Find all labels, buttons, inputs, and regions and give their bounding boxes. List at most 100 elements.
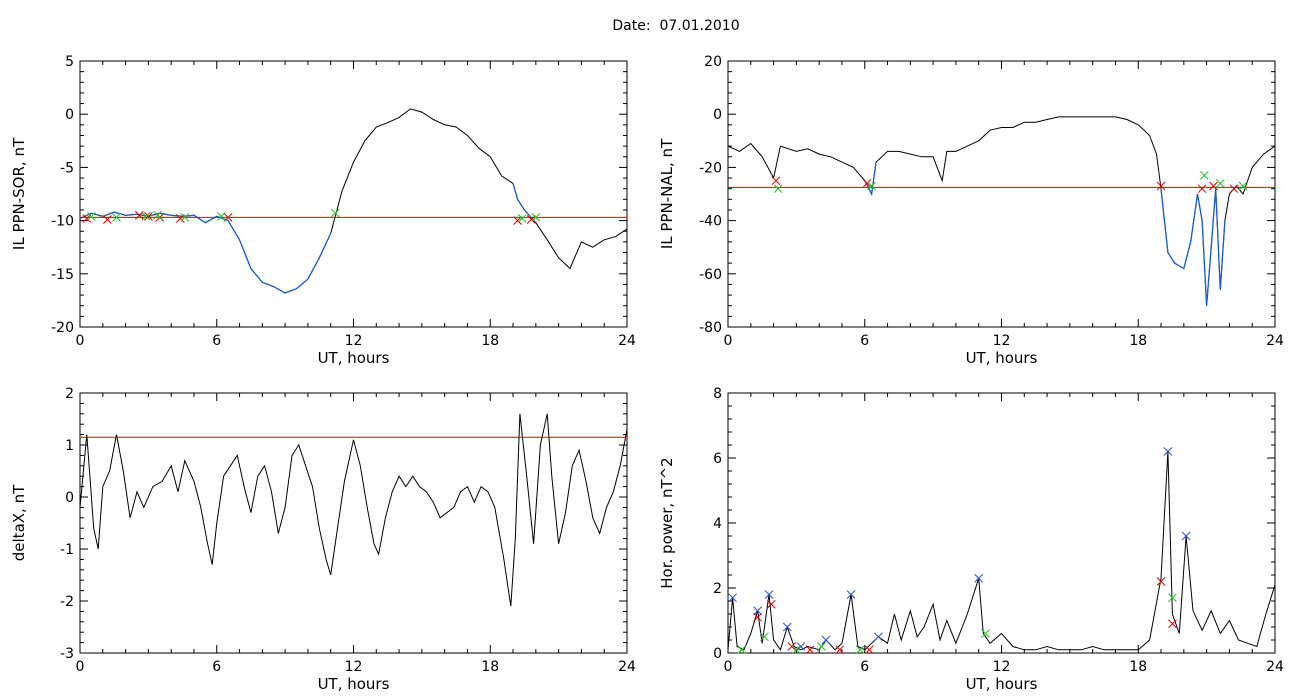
y-tick-label: 4: [713, 516, 722, 532]
x-tick-label: 6: [860, 659, 869, 675]
y-tick-label: 5: [65, 54, 74, 70]
marker-red: [766, 599, 776, 609]
y-axis-label: IL PPN-SOR, nT: [10, 137, 28, 250]
marker-green: [517, 214, 527, 223]
marker-green: [330, 208, 340, 218]
marker-red: [1168, 619, 1177, 629]
marker-green: [737, 645, 747, 655]
y-tick-label: 0: [713, 107, 722, 123]
series-line-1: [79, 108, 628, 294]
marker-blue: [796, 642, 806, 651]
marker-red: [787, 642, 797, 651]
x-axis-label: UT, hours: [966, 349, 1038, 367]
marker-red: [144, 211, 153, 221]
marker-green: [792, 645, 801, 655]
marker-blue: [728, 593, 737, 603]
y-tick-label: 0: [713, 646, 722, 662]
marker-green: [1168, 593, 1177, 603]
plot-frame: [79, 392, 628, 654]
panel-1: 0 6 12 18 24 -20 -15 -10 -5 0 5 UT, hours IL PPN-SOR…: [10, 54, 636, 367]
y-tick-label: -40: [699, 214, 722, 230]
y-axis-label: deltaX, nT: [10, 484, 28, 561]
marker-blue: [874, 632, 883, 642]
plot-frame: [727, 392, 1276, 654]
marker-green: [153, 210, 162, 220]
x-tick-label: 0: [76, 659, 85, 675]
marker-red: [1209, 181, 1218, 191]
x-tick-label: 12: [993, 333, 1011, 349]
marker-green: [817, 642, 826, 651]
marker-red: [526, 215, 536, 224]
marker-red: [1229, 184, 1239, 194]
y-tick-label: 0: [65, 107, 74, 123]
x-tick-label: 12: [345, 333, 363, 349]
marker-red: [771, 176, 781, 186]
x-tick-label: 0: [76, 333, 85, 349]
marker-green: [180, 213, 190, 222]
y-tick-label: 2: [713, 581, 722, 597]
highlight-segment: [864, 162, 877, 197]
marker-red: [82, 214, 92, 223]
y-tick-label: -80: [699, 320, 722, 336]
x-tick-label: 6: [860, 333, 869, 349]
marker-green: [1199, 171, 1209, 180]
marker-green: [1238, 181, 1248, 191]
series-line-1: [79, 413, 628, 607]
x-tick-label: 18: [1129, 659, 1147, 675]
y-tick-label: -3: [60, 646, 74, 662]
x-tick-label: 24: [618, 333, 636, 349]
x-tick-label: 12: [993, 659, 1011, 675]
marker-green: [867, 181, 876, 191]
y-tick-label: -5: [60, 160, 74, 176]
marker-red: [513, 216, 522, 225]
highlight-segment: [512, 183, 537, 224]
x-tick-label: 24: [618, 659, 636, 675]
x-tick-label: 18: [1129, 333, 1147, 349]
marker-red: [1156, 577, 1166, 586]
marker-green: [112, 213, 121, 222]
y-tick-label: 2: [65, 386, 74, 402]
marker-blue: [846, 590, 856, 599]
page-title: Date: 07.01.2010: [612, 18, 740, 34]
series-line-1: [727, 116, 1276, 306]
marker-red: [1197, 184, 1207, 194]
marker-green: [981, 629, 990, 638]
series-line-1: [727, 451, 1276, 651]
marker-blue: [1181, 531, 1191, 541]
marker-green: [1215, 179, 1225, 188]
x-tick-label: 24: [1266, 333, 1284, 349]
y-tick-label: 1: [65, 438, 74, 454]
y-tick-label: -15: [51, 267, 74, 283]
marker-red: [805, 645, 815, 655]
y-tick-label: -1: [60, 542, 74, 558]
y-tick-label: 6: [713, 451, 722, 467]
x-axis-label: UT, hours: [966, 675, 1038, 693]
marker-green: [87, 211, 96, 221]
x-tick-label: 18: [481, 659, 499, 675]
x-tick-label: 6: [212, 333, 221, 349]
marker-red: [1156, 181, 1166, 191]
x-tick-label: 6: [212, 659, 221, 675]
marker-red: [862, 179, 872, 188]
x-tick-label: 12: [345, 659, 363, 675]
y-tick-label: -60: [699, 267, 722, 283]
x-axis-label: UT, hours: [318, 675, 390, 693]
plot-frame: [79, 60, 628, 328]
marker-red: [753, 612, 762, 622]
marker-blue: [764, 590, 774, 599]
x-tick-label: 24: [1266, 659, 1284, 675]
y-tick-label: -20: [699, 160, 722, 176]
marker-red: [864, 645, 874, 655]
highlight-segment: [79, 211, 332, 294]
y-axis-label: Hor. power, nT^2: [658, 457, 676, 588]
x-tick-label: 0: [724, 659, 733, 675]
marker-green: [216, 211, 226, 221]
y-tick-label: -10: [51, 214, 74, 230]
marker-green: [531, 213, 541, 222]
marker-blue: [782, 622, 792, 632]
y-tick-label: 20: [704, 54, 722, 70]
x-tick-label: 18: [481, 333, 499, 349]
